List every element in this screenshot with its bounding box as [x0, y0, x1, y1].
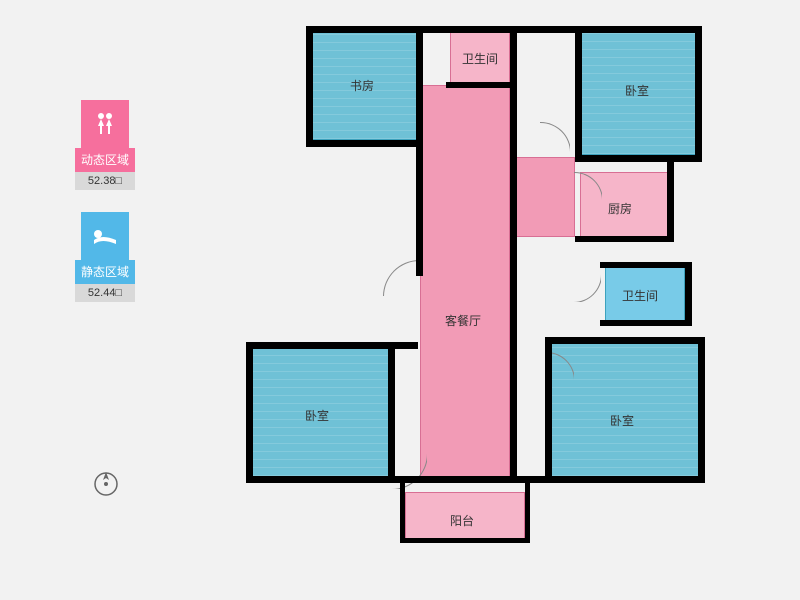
static-zone-value: 52.44□: [75, 284, 135, 302]
wall-segment: [306, 26, 701, 33]
room-balcony: [405, 492, 525, 542]
wall-segment: [400, 483, 405, 543]
room-bedroom-se: [550, 342, 700, 477]
wall-segment: [525, 483, 530, 543]
wall-segment: [575, 155, 702, 162]
room-living: [420, 85, 510, 480]
wall-segment: [306, 26, 313, 146]
wall-segment: [545, 344, 552, 479]
wall-segment: [388, 349, 395, 479]
wall-segment: [416, 26, 423, 276]
wall-segment: [685, 262, 692, 322]
wall-segment: [246, 476, 522, 483]
wall-segment: [600, 320, 692, 326]
static-zone-label: 静态区域: [75, 260, 135, 284]
dynamic-zone-icon: [81, 100, 129, 148]
wall-segment: [510, 26, 517, 86]
wall-segment: [400, 538, 530, 543]
wall-segment: [246, 342, 253, 482]
compass-icon: [92, 470, 120, 498]
room-living-ext: [510, 157, 575, 237]
dynamic-zone-label: 动态区域: [75, 148, 135, 172]
legend: 动态区域 52.38□ 静态区域 52.44□: [75, 100, 135, 324]
room-bath-top: [450, 30, 510, 85]
wall-segment: [306, 140, 423, 147]
static-zone-icon: [81, 212, 129, 260]
room-study: [310, 30, 420, 140]
room-bedroom-ne: [580, 30, 698, 155]
wall-segment: [600, 262, 692, 268]
door-arc: [545, 246, 602, 303]
wall-segment: [545, 337, 705, 344]
room-bath-right: [605, 267, 685, 322]
wall-segment: [510, 476, 705, 483]
wall-segment: [446, 82, 516, 88]
wall-segment: [246, 342, 418, 349]
wall-segment: [698, 337, 705, 483]
wall-segment: [575, 26, 582, 161]
wall-segment: [575, 236, 674, 242]
wall-segment: [695, 26, 702, 161]
dynamic-zone-value: 52.38□: [75, 172, 135, 190]
room-bedroom-sw: [250, 347, 390, 477]
floor-plan: 书房 卫生间 卧室 客餐厅 厨房 卫生间 卧室 卧室 阳台: [210, 22, 730, 584]
wall-segment: [667, 162, 674, 242]
wall-segment: [510, 82, 517, 482]
